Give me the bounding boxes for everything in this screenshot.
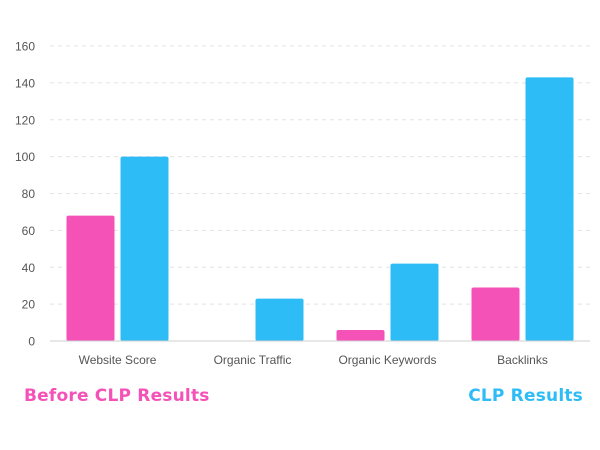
y-axis: 0 20 40 60 80 100 120 140 160 [15,40,35,349]
bar-clp-organic-keywords [390,263,439,341]
x-tick-label: Organic Traffic [214,353,292,367]
bar-before-organic-keywords [336,329,385,341]
x-tick-label: Organic Keywords [338,353,436,367]
y-tick-label: 60 [22,224,36,238]
y-tick-label: 140 [15,76,35,90]
chart-bars [66,77,574,341]
y-tick-label: 100 [15,150,35,164]
y-tick-label: 40 [22,261,36,275]
bar-clp-organic-traffic [255,298,304,341]
y-tick-label: 120 [15,113,35,127]
legend-before-clp: Before CLP Results [24,386,210,406]
y-tick-label: 80 [22,187,36,201]
legend-clp-results: CLP Results [468,386,583,406]
x-tick-label: Website Score [79,353,157,367]
bar-before-website-score [66,215,115,341]
x-tick-label: Backlinks [497,353,548,367]
bar-clp-website-score [120,156,169,341]
x-axis: Website Score Organic Traffic Organic Keyw… [50,340,590,367]
bar-clp-backlinks [525,77,574,341]
bar-before-backlinks [471,287,520,341]
y-tick-label: 0 [28,335,35,349]
y-tick-label: 20 [22,298,36,312]
y-tick-label: 160 [15,40,35,54]
